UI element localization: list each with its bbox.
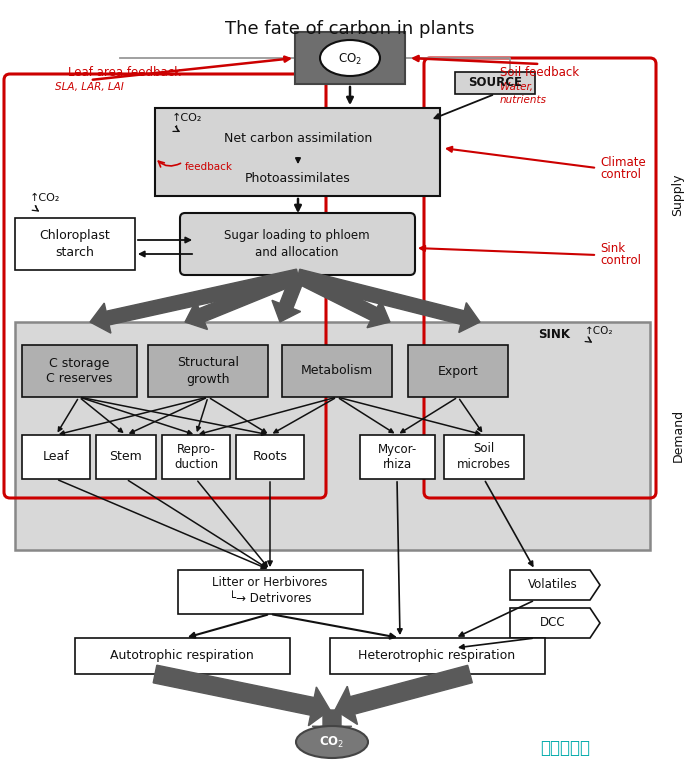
Text: 款宜网天下: 款宜网天下 xyxy=(540,739,590,757)
Polygon shape xyxy=(510,608,600,638)
FancyBboxPatch shape xyxy=(180,213,415,275)
Bar xyxy=(162,435,230,479)
Text: SINK: SINK xyxy=(538,328,570,341)
Bar xyxy=(22,435,90,479)
Text: nutrients: nutrients xyxy=(500,95,547,105)
Text: Chloroplast: Chloroplast xyxy=(40,229,111,242)
Bar xyxy=(330,638,545,674)
Bar xyxy=(178,570,363,614)
Text: Export: Export xyxy=(438,364,478,377)
Text: rhiza: rhiza xyxy=(383,458,412,471)
Text: ↑CO₂: ↑CO₂ xyxy=(585,326,613,336)
Text: Soil: Soil xyxy=(473,442,495,455)
Text: Heterotrophic respiration: Heterotrophic respiration xyxy=(358,649,516,662)
Text: Mycor-: Mycor- xyxy=(378,442,417,455)
Text: Stem: Stem xyxy=(110,451,142,464)
Text: Photoassimilates: Photoassimilates xyxy=(245,171,351,184)
Polygon shape xyxy=(272,274,304,322)
Text: Repro-: Repro- xyxy=(176,442,216,455)
Text: Water,: Water, xyxy=(500,82,533,92)
Text: ↑CO₂: ↑CO₂ xyxy=(30,193,60,203)
Polygon shape xyxy=(510,570,600,600)
Polygon shape xyxy=(185,270,300,329)
Text: duction: duction xyxy=(174,458,218,471)
Text: Autotrophic respiration: Autotrophic respiration xyxy=(110,649,254,662)
Text: and allocation: and allocation xyxy=(256,245,339,258)
Text: Supply: Supply xyxy=(671,173,685,216)
Text: Metabolism: Metabolism xyxy=(301,364,373,377)
Bar xyxy=(360,435,435,479)
Text: SLA, LAR, LAI: SLA, LAR, LAI xyxy=(55,82,124,92)
Text: The fate of carbon in plants: The fate of carbon in plants xyxy=(225,20,475,38)
Ellipse shape xyxy=(320,40,380,76)
Text: ↑CO₂: ↑CO₂ xyxy=(172,113,202,123)
Text: Leaf: Leaf xyxy=(43,451,69,464)
Text: └→ Detrivores: └→ Detrivores xyxy=(229,591,312,604)
Text: Roots: Roots xyxy=(253,451,288,464)
Text: DCC: DCC xyxy=(540,617,566,630)
Text: Sink: Sink xyxy=(600,241,625,254)
Text: C reserves: C reserves xyxy=(46,373,113,386)
Bar xyxy=(408,345,508,397)
Bar xyxy=(295,32,405,84)
Bar xyxy=(148,345,268,397)
Text: growth: growth xyxy=(186,373,230,386)
Text: Net carbon assimilation: Net carbon assimilation xyxy=(224,131,372,144)
Text: Structural: Structural xyxy=(177,357,239,370)
Text: Volatiles: Volatiles xyxy=(528,578,578,591)
Polygon shape xyxy=(153,665,330,726)
Polygon shape xyxy=(295,270,390,328)
Bar xyxy=(155,108,440,196)
Text: Litter or Herbivores: Litter or Herbivores xyxy=(212,577,328,590)
Bar xyxy=(75,638,290,674)
Polygon shape xyxy=(90,269,300,333)
Text: feedback: feedback xyxy=(185,162,233,172)
Bar xyxy=(96,435,156,479)
Text: SOURCE: SOURCE xyxy=(468,76,522,89)
Bar xyxy=(15,218,135,270)
Bar xyxy=(282,345,392,397)
Text: Sugar loading to phloem: Sugar loading to phloem xyxy=(224,229,370,242)
Polygon shape xyxy=(312,710,352,735)
Text: C storage: C storage xyxy=(49,357,110,370)
Text: Soil feedback: Soil feedback xyxy=(500,66,579,79)
Text: starch: starch xyxy=(55,245,94,258)
Text: control: control xyxy=(600,169,641,182)
Bar xyxy=(444,435,524,479)
Polygon shape xyxy=(296,269,480,332)
Bar xyxy=(15,322,650,550)
Text: control: control xyxy=(600,254,641,267)
Ellipse shape xyxy=(296,726,368,758)
Polygon shape xyxy=(335,665,473,724)
Text: Leaf area feedback: Leaf area feedback xyxy=(68,66,181,79)
Bar xyxy=(236,435,304,479)
Text: CO$_2$: CO$_2$ xyxy=(319,734,344,749)
Text: microbes: microbes xyxy=(457,458,511,471)
Bar xyxy=(22,345,137,397)
Text: Climate: Climate xyxy=(600,156,645,169)
Text: CO$_2$: CO$_2$ xyxy=(338,51,362,66)
Text: Demand: Demand xyxy=(671,409,685,461)
Bar xyxy=(455,72,535,94)
